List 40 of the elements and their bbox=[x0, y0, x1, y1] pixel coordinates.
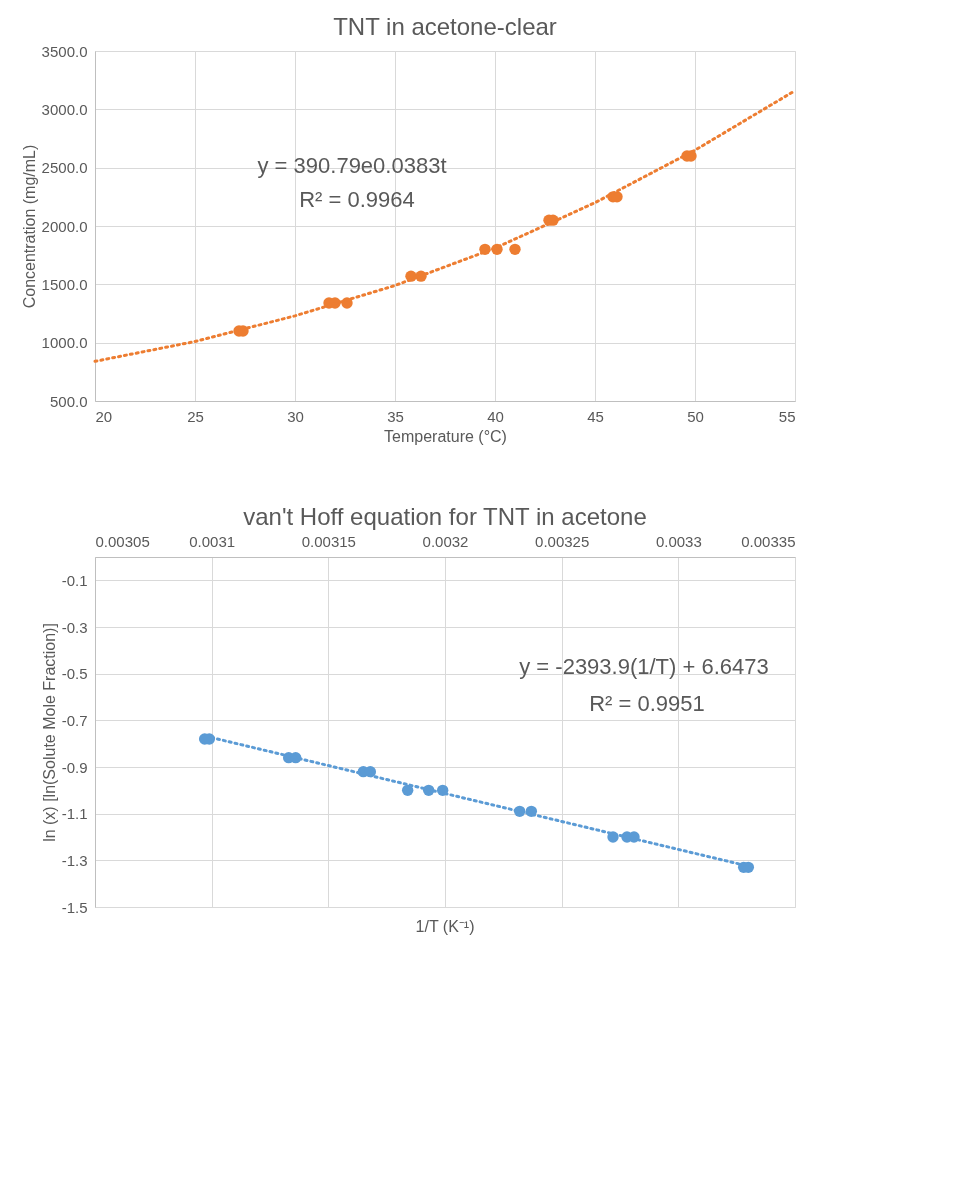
y-tick-label: -1.3 bbox=[61, 851, 88, 869]
y-tick-label: -0.1 bbox=[61, 571, 88, 589]
x-tick-label: 35 bbox=[387, 407, 404, 425]
y-tick-label: -0.9 bbox=[61, 758, 88, 776]
y-axis-title: Concentration (mg/mL) bbox=[20, 144, 38, 309]
y-tick-label: -1.1 bbox=[61, 805, 88, 823]
y-tick-label: -0.5 bbox=[61, 665, 88, 683]
annotation: R² = 0.9951 bbox=[589, 691, 705, 716]
x-tick-label: 0.00335 bbox=[741, 532, 796, 550]
y-tick-label: -0.7 bbox=[61, 711, 88, 729]
x-tick-label: 0.00305 bbox=[95, 532, 150, 550]
x-tick-label: 50 bbox=[687, 407, 704, 425]
y-axis-title: ln (x) [ln(Solute Mole Fraction)] bbox=[40, 623, 58, 842]
y-tick-label: 1000.0 bbox=[41, 334, 88, 352]
chart-title: van't Hoff equation for TNT in acetone bbox=[243, 503, 647, 530]
x-tick-label: 0.0033 bbox=[655, 532, 702, 550]
x-tick-label: 25 bbox=[187, 407, 204, 425]
x-tick-label: 0.0031 bbox=[189, 532, 236, 550]
y-tick-label: 1500.0 bbox=[41, 275, 88, 293]
x-tick-label: 0.00315 bbox=[301, 532, 356, 550]
x-tick-label: 0.0032 bbox=[422, 532, 469, 550]
y-tick-label: 3500.0 bbox=[41, 42, 88, 60]
y-tick-label: 3000.0 bbox=[41, 100, 88, 118]
x-tick-label: 20 bbox=[95, 407, 113, 425]
annotation: R² = 0.9964 bbox=[299, 187, 415, 212]
x-tick-label: 55 bbox=[778, 407, 796, 425]
x-tick-label: 30 bbox=[287, 407, 304, 425]
y-tick-label: 2500.0 bbox=[41, 159, 88, 177]
y-tick-label: 500.0 bbox=[49, 392, 88, 410]
x-tick-label: 40 bbox=[487, 407, 504, 425]
y-tick-label: -1.5 bbox=[61, 898, 88, 916]
annotation: y = 390.79e0.0383t bbox=[257, 153, 447, 178]
y-tick-label: 2000.0 bbox=[41, 217, 88, 235]
chart-title: TNT in acetone-clear bbox=[333, 13, 557, 40]
y-tick-label: -0.3 bbox=[61, 618, 88, 636]
x-tick-label: 45 bbox=[587, 407, 604, 425]
x-tick-label: 0.00325 bbox=[535, 532, 590, 550]
x-axis-title: 1/T (K⁻¹) bbox=[415, 918, 475, 935]
x-axis-title: Temperature (°C) bbox=[384, 427, 507, 445]
annotation: y = -2393.9(1/T) + 6.6473 bbox=[519, 654, 769, 679]
